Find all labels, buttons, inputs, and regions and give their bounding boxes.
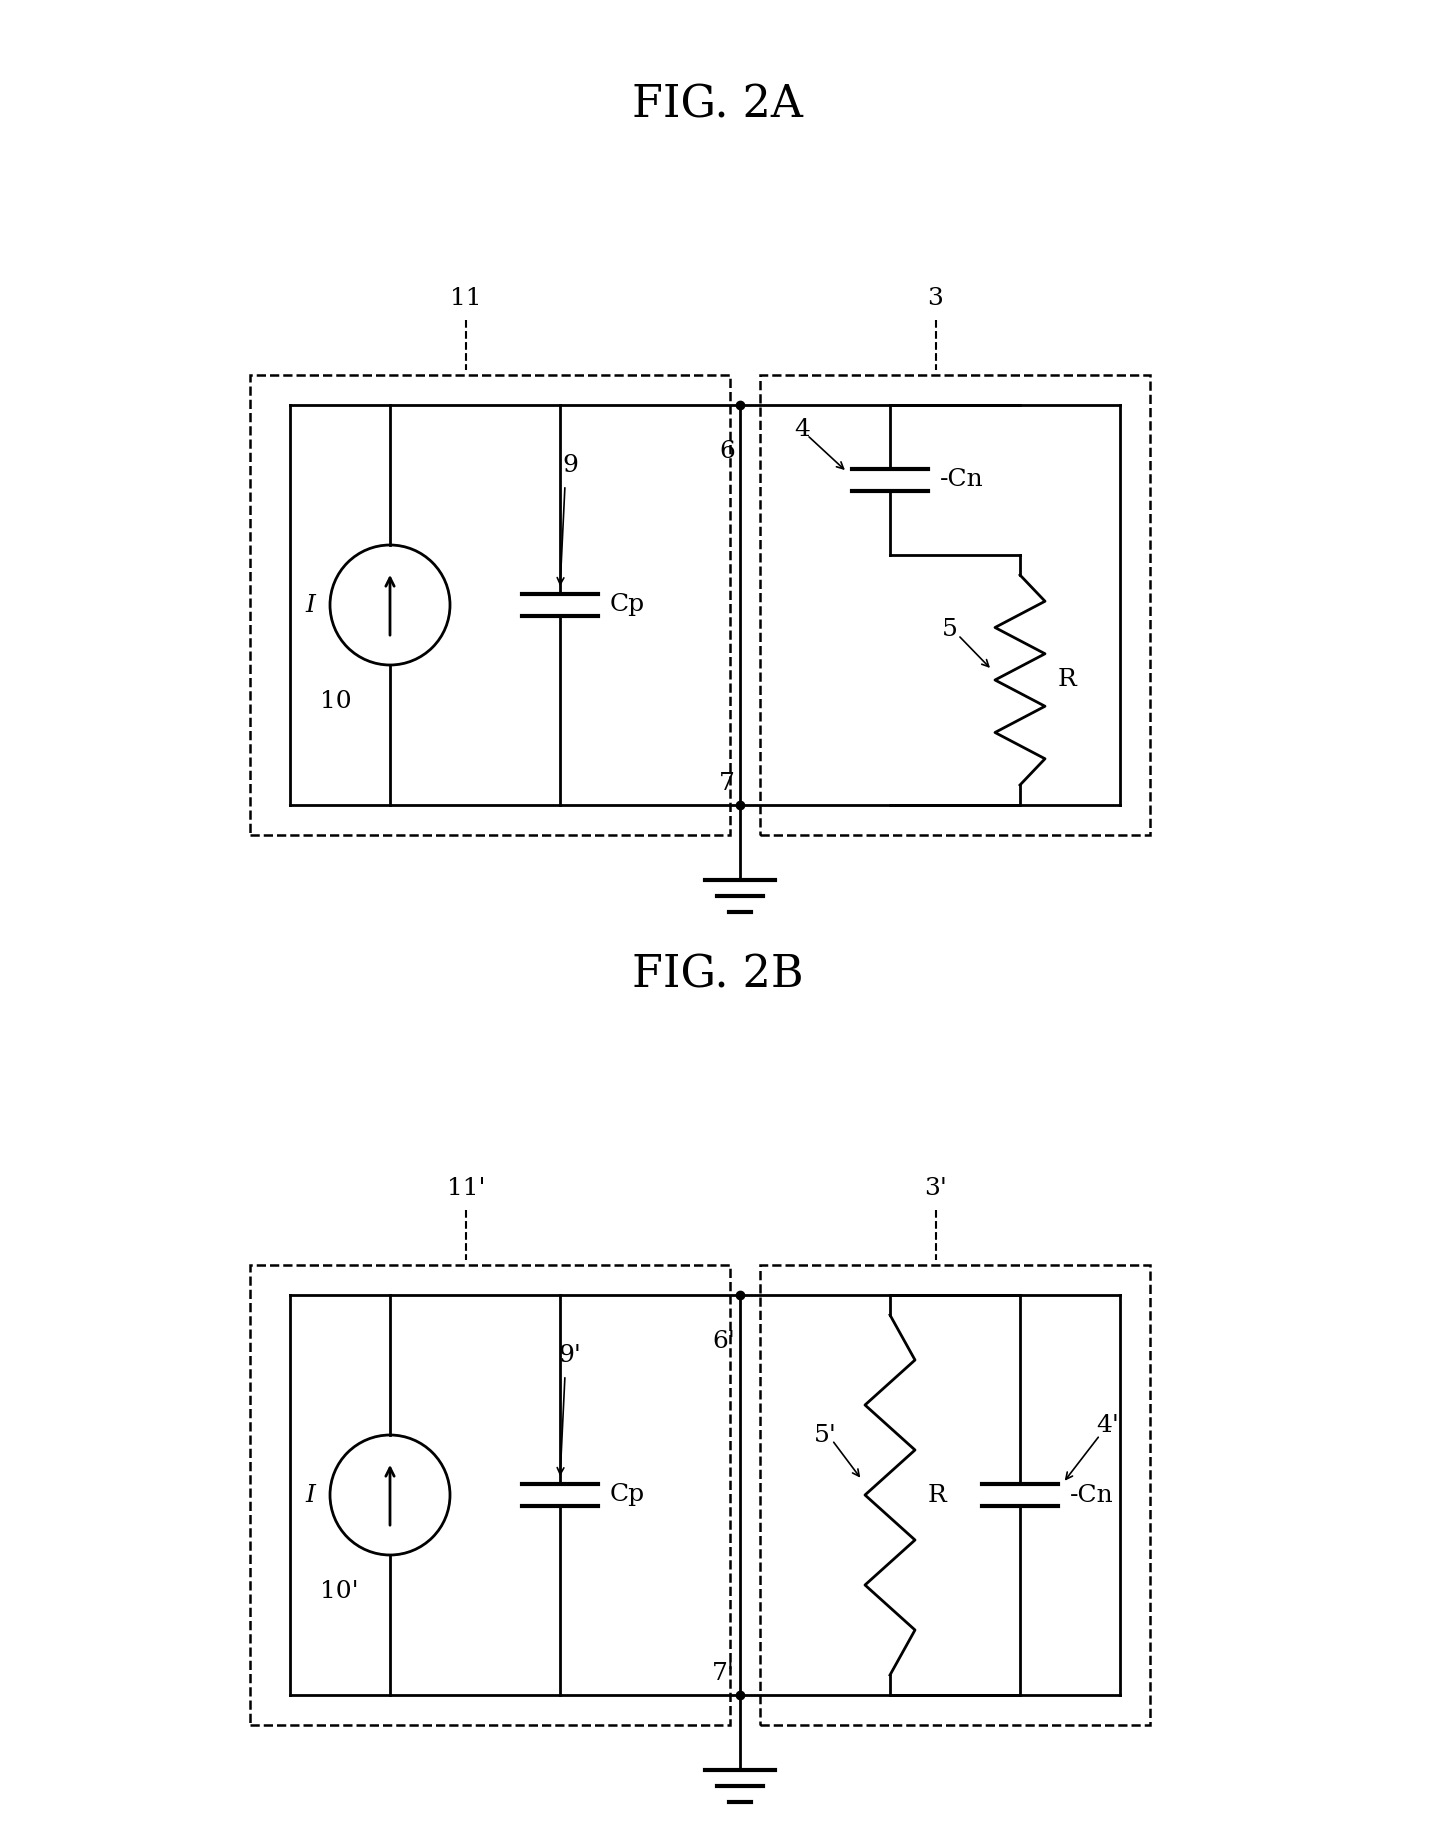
Text: 10': 10': [320, 1580, 359, 1602]
Text: 10: 10: [320, 690, 352, 714]
Text: 7: 7: [719, 772, 735, 796]
Text: Cp: Cp: [610, 593, 645, 617]
Text: Cp: Cp: [610, 1484, 645, 1506]
Text: 4: 4: [794, 418, 810, 442]
Text: -Cn: -Cn: [941, 469, 984, 491]
Text: R: R: [928, 1484, 946, 1506]
Text: I: I: [304, 1484, 314, 1506]
Text: FIG. 2B: FIG. 2B: [632, 953, 804, 996]
Text: 11': 11': [447, 1177, 485, 1201]
Text: 7': 7': [712, 1663, 735, 1684]
Text: 9': 9': [559, 1343, 582, 1367]
Text: 3': 3': [923, 1177, 946, 1201]
Bar: [250, 1265, 729, 1725]
Text: FIG. 2A: FIG. 2A: [632, 84, 804, 126]
Text: 5': 5': [814, 1424, 836, 1447]
Text: 9: 9: [561, 453, 577, 476]
Bar: [760, 1265, 1150, 1725]
Text: 6': 6': [712, 1330, 735, 1352]
Bar: [250, 374, 729, 836]
Text: R: R: [1058, 668, 1077, 692]
Text: -Cn: -Cn: [1070, 1484, 1114, 1506]
Text: I: I: [304, 593, 314, 617]
Bar: [760, 374, 1150, 836]
Text: 6: 6: [719, 440, 735, 464]
Text: 5: 5: [942, 619, 958, 642]
Text: 3: 3: [928, 287, 943, 310]
Text: 11: 11: [451, 287, 481, 310]
Text: 4': 4': [1097, 1414, 1120, 1436]
